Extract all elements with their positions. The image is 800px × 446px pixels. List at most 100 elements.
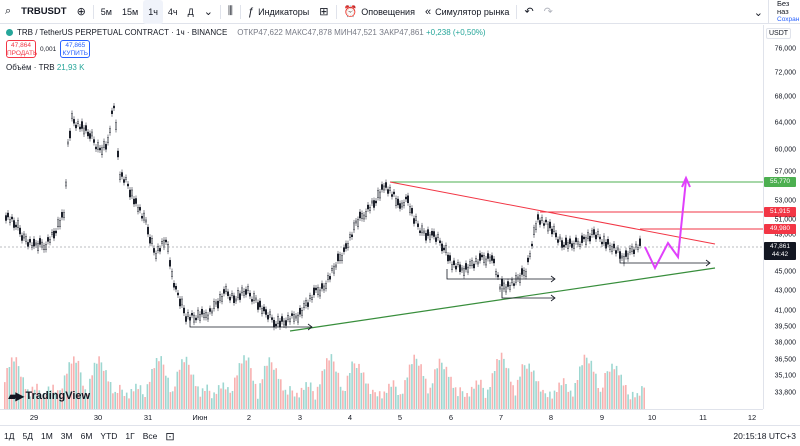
replay-button[interactable]: « Симулятор рынка — [420, 0, 515, 24]
candle-body — [595, 235, 597, 239]
clock[interactable]: 20:15:18 UTC+3 — [733, 431, 796, 441]
range-all[interactable]: Все — [139, 431, 162, 441]
candle-body — [73, 119, 75, 123]
tick-76: 76,000 — [775, 46, 796, 53]
templates-button[interactable]: ⊞ — [314, 0, 333, 24]
sell-button[interactable]: 47,864 ПРОДАТЬ — [6, 40, 36, 58]
candle-body — [21, 236, 23, 241]
interval-1h[interactable]: 1ч — [143, 0, 163, 24]
volume-bar — [418, 366, 420, 409]
volume-bar — [381, 398, 383, 409]
volume-bar — [409, 365, 411, 409]
level-tag-resistance-upper: 51,915 — [764, 207, 796, 217]
volume-bar — [246, 361, 248, 410]
candle-body — [525, 272, 527, 277]
divider — [516, 5, 517, 19]
candle-body — [579, 244, 581, 246]
candle-body — [331, 268, 333, 270]
tick-53: 53,000 — [775, 198, 796, 205]
currency-selector[interactable]: USDT — [766, 28, 791, 39]
time-scale[interactable]: 29 30 31 Июн 2 3 4 5 6 7 8 9 10 11 12 — [0, 409, 763, 425]
candle-body — [259, 301, 261, 307]
candle-body — [471, 261, 473, 266]
volume-bar — [149, 382, 151, 409]
range-3m[interactable]: 3М — [57, 431, 77, 441]
candle-body — [169, 260, 171, 266]
compare-button[interactable]: ⊕ — [72, 0, 91, 24]
range-5d[interactable]: 5Д — [18, 431, 36, 441]
price-scale[interactable]: USDT 76,000 72,000 68,000 64,000 60,000 … — [763, 25, 800, 409]
symbol-name[interactable]: TRBUSDT — [16, 0, 71, 24]
volume-bar — [535, 381, 537, 409]
candle-body — [319, 290, 321, 296]
time-label: 9 — [600, 413, 604, 422]
candle-body — [9, 220, 11, 223]
candle-body — [197, 310, 199, 317]
price-chart[interactable] — [0, 25, 763, 409]
range-6m[interactable]: 6М — [77, 431, 97, 441]
buy-button[interactable]: 47,865 КУПИТЬ — [60, 40, 90, 58]
volume-bar — [600, 392, 602, 409]
layout-name[interactable]: Без наз Сохран — [768, 0, 800, 24]
candle-body — [251, 299, 253, 301]
chart-type-button[interactable]: ⫼ — [223, 0, 238, 24]
menu-icon[interactable]: ⌕ — [0, 0, 16, 24]
chart-pane[interactable] — [0, 25, 763, 409]
alerts-button[interactable]: ⏰ Оповещения — [339, 0, 420, 24]
goto-date-button[interactable]: ⊡ — [161, 430, 178, 443]
candle-body — [67, 142, 69, 144]
candle-body — [309, 296, 311, 299]
volume-bar — [225, 389, 227, 409]
time-label: 3 — [298, 413, 302, 422]
candle-body — [491, 256, 493, 261]
volume-bar — [103, 371, 105, 409]
candle-body — [301, 310, 303, 315]
candle-body — [421, 226, 423, 233]
volume-bar — [503, 359, 505, 409]
candle-body — [271, 318, 273, 320]
candle-body — [545, 220, 547, 222]
volume-legend[interactable]: Объём · TRB 21,93 K — [6, 63, 84, 72]
candle-body — [615, 251, 617, 254]
time-label: 10 — [648, 413, 656, 422]
interval-15m[interactable]: 15м — [117, 0, 143, 24]
indicators-button[interactable]: ƒ Индикаторы — [243, 0, 314, 24]
volume-bar — [234, 378, 236, 409]
range-1m[interactable]: 1М — [37, 431, 57, 441]
alarm-icon: ⏰ — [344, 5, 358, 18]
candle-body — [587, 232, 589, 238]
volume-bar — [476, 381, 478, 410]
interval-4h[interactable]: 4ч — [163, 0, 183, 24]
undo-button[interactable]: ↶ — [519, 0, 538, 24]
volume-bar — [572, 397, 574, 409]
candle-body — [445, 246, 447, 253]
volume-bar — [248, 358, 250, 410]
candle-body — [353, 223, 355, 230]
range-1d[interactable]: 1Д — [0, 431, 18, 441]
volume-bar — [531, 372, 533, 409]
interval-dropdown[interactable]: ⌄ — [199, 0, 218, 24]
interval-1d[interactable]: Д — [183, 0, 199, 24]
trade-buttons: 47,864 ПРОДАТЬ 0,001 47,865 КУПИТЬ — [6, 40, 90, 58]
volume-bar — [634, 397, 636, 409]
legend-title[interactable]: TRB / TetherUS PERPETUAL CONTRACT · 1ч ·… — [17, 28, 227, 37]
volume-bar — [98, 356, 100, 409]
candle-body — [387, 190, 389, 194]
redo-button[interactable]: ↷ — [539, 0, 558, 24]
range-1y[interactable]: 1Г — [121, 431, 138, 441]
candle-body — [297, 315, 299, 322]
candle-body — [53, 231, 55, 238]
candle-body — [299, 308, 301, 314]
layout-dropdown[interactable]: ⌄ — [749, 0, 768, 24]
time-label: 29 — [30, 413, 38, 422]
range-ytd[interactable]: YTD — [96, 431, 121, 441]
candle-body — [379, 192, 381, 198]
candle-body — [629, 248, 631, 252]
interval-5m[interactable]: 5м — [96, 0, 117, 24]
volume-bar — [269, 357, 271, 409]
volume-bar — [333, 362, 335, 410]
legend-close: ЗАКР47,861 — [379, 28, 424, 37]
candle-body — [325, 284, 327, 289]
ascending-support-trendline — [290, 268, 715, 331]
tradingview-logo[interactable]: ▰▶ TradingView — [8, 389, 90, 403]
